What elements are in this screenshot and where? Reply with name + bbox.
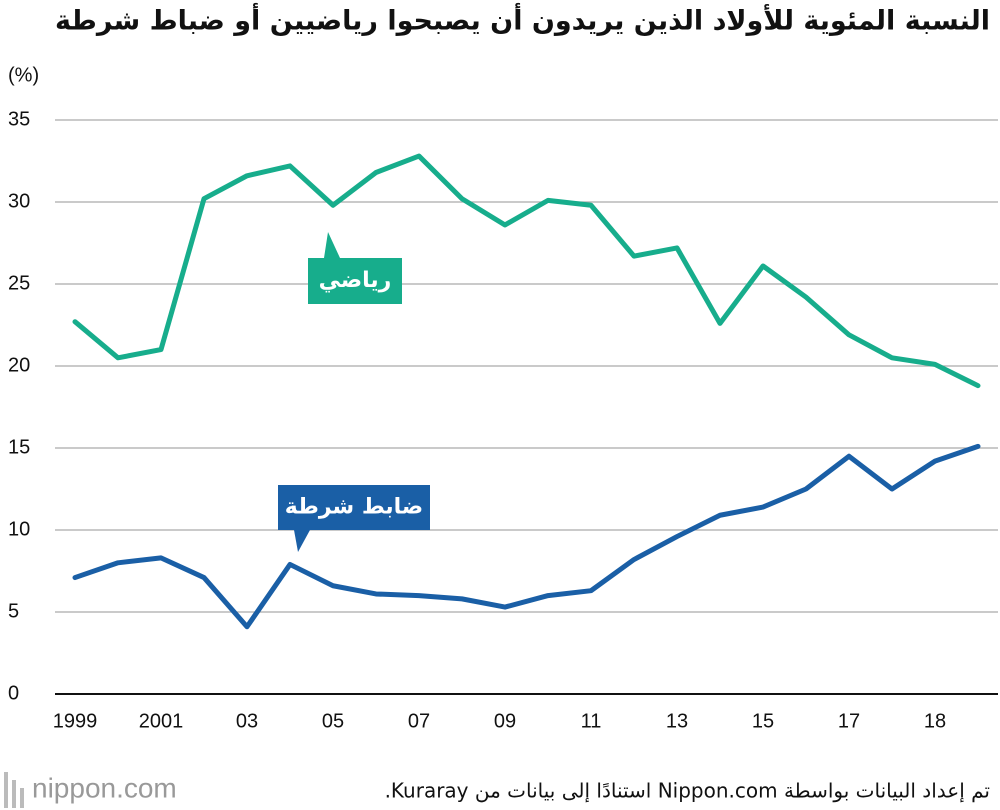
y-tick-label: 20: [8, 354, 30, 376]
logo-text: nippon.com: [32, 772, 177, 803]
x-tick-label: 18: [924, 710, 946, 732]
data-line: [72, 153, 981, 389]
y-tick-label: 0: [8, 682, 19, 704]
y-unit: (%): [8, 64, 39, 86]
x-tick-label: 09: [494, 710, 516, 732]
source-note: تم إعداد البيانات بواسطة Nippon.com استن…: [385, 779, 990, 804]
x-tick-label: 2001: [139, 710, 184, 732]
x-tick-label: 1999: [53, 710, 98, 732]
x-tick-label: 05: [322, 710, 344, 732]
y-tick-label: 30: [8, 190, 30, 212]
label-text: ضابط شرطة: [285, 495, 423, 520]
chart-title: النسبة المئوية للأولاد الذين يريدون أن ي…: [55, 3, 990, 37]
logo-bar: [12, 780, 16, 808]
y-tick-label: 25: [8, 272, 30, 294]
data-line: [72, 443, 981, 630]
series-label: ضابط شرطة: [278, 485, 430, 552]
logo: nippon.com: [4, 772, 177, 808]
label-pointer: [294, 530, 310, 552]
y-tick-label: 10: [8, 518, 30, 540]
y-tick-label: 35: [8, 108, 30, 130]
label-box: [308, 258, 402, 304]
x-tick-label: 03: [236, 710, 258, 732]
x-tick-label: 13: [666, 710, 688, 732]
series-label: رياضي: [308, 232, 402, 304]
x-tick-label: 17: [838, 710, 860, 732]
x-tick-label: 11: [581, 710, 602, 732]
logo-bar: [20, 788, 24, 808]
x-tick-label: 15: [752, 710, 774, 732]
logo-bar: [4, 772, 8, 808]
label-box: [278, 485, 430, 530]
x-tick-label: 07: [408, 710, 430, 732]
y-tick-label: 15: [8, 436, 30, 458]
label-pointer: [324, 232, 340, 258]
y-tick-label: 5: [8, 600, 19, 622]
label-text: رياضي: [319, 268, 392, 293]
